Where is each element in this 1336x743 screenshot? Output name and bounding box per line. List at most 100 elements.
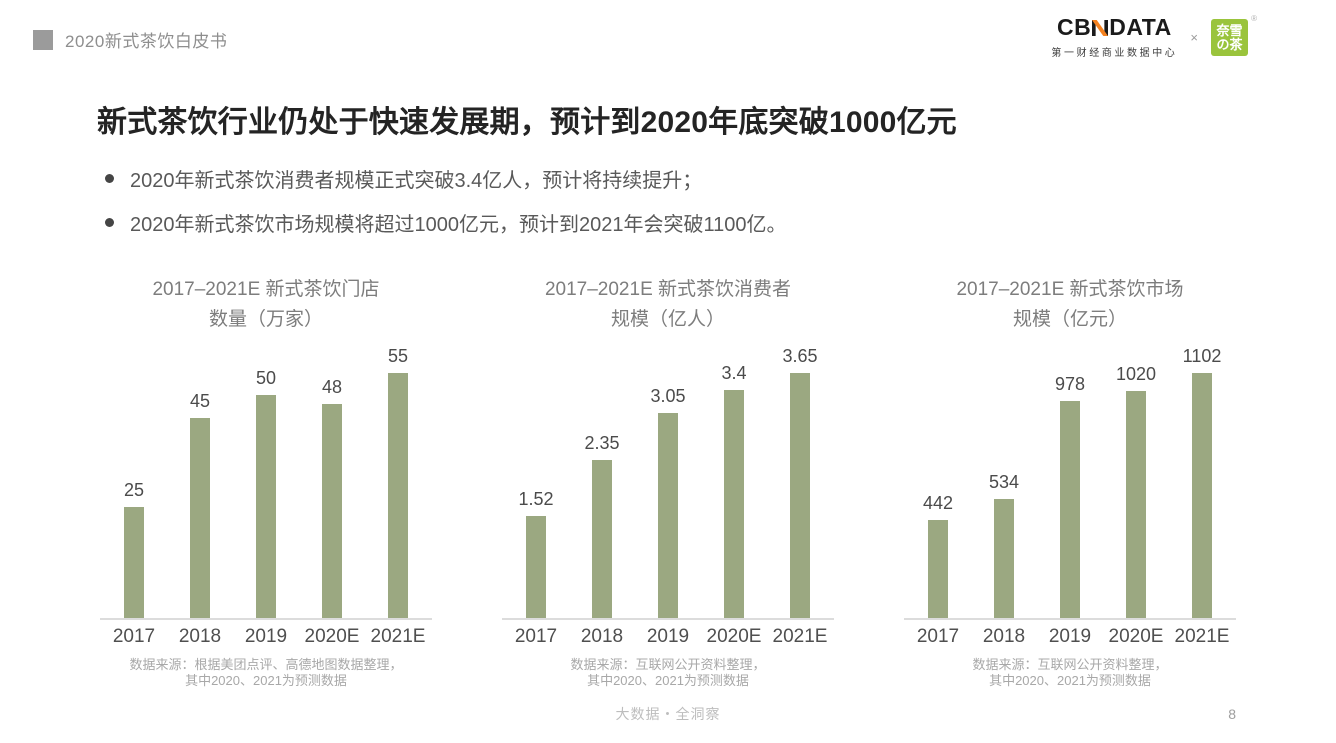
bar xyxy=(658,413,678,618)
x-axis-label: 2018 xyxy=(580,626,624,647)
bar xyxy=(1060,401,1080,618)
bar-value-label: 48 xyxy=(321,377,343,397)
bar-value-label: 534 xyxy=(988,472,1020,492)
bullet-dot-icon xyxy=(105,173,114,183)
chart-plot-area: 25 45 50 48 55 xyxy=(100,335,432,618)
chart-title: 2017–2021E 新式茶饮消费者 规模（亿人） xyxy=(502,270,834,335)
x-axis-label: 2021E xyxy=(370,626,426,647)
chart-source-note: 数据来源：互联网公开资料整理， 其中2020、2021为预测数据 xyxy=(502,657,834,689)
x-axis-label: 2017 xyxy=(916,626,960,647)
bar-value-label: 978 xyxy=(1054,374,1086,394)
chart-column: 442 xyxy=(905,492,971,618)
chart-plot-area: 1.52 2.35 3.05 3.4 3.65 xyxy=(502,335,834,618)
chart-column: 3.65 xyxy=(767,345,833,618)
x-axis-label: 2018 xyxy=(178,626,222,647)
chart-source-line1: 数据来源：根据美团点评、高德地图数据整理， xyxy=(129,657,403,672)
top-bar: 2020新式茶饮白皮书 CB DATA 第一财经商业数据中心 × 奈雪 xyxy=(33,14,1257,59)
cbndata-prefix: CB xyxy=(1057,14,1092,40)
chart-source-line2: 其中2020、2021为预测数据 xyxy=(587,673,749,688)
footer-slogan: 大数据・全洞察 xyxy=(615,706,721,722)
chart-column: 534 xyxy=(971,471,1037,618)
bar xyxy=(592,460,612,618)
chart-consumer-scale: 2017–2021E 新式茶饮消费者 规模（亿人） 1.52 2.35 3.05 3.… xyxy=(502,270,834,689)
cbndata-suffix: DATA xyxy=(1109,14,1172,40)
bar-value-label: 25 xyxy=(123,480,145,500)
x-axis-label: 2020E xyxy=(1108,626,1164,647)
x-axis-label: 2018 xyxy=(982,626,1026,647)
chart-column: 1020 xyxy=(1103,363,1169,618)
bar xyxy=(526,516,546,618)
bar xyxy=(322,404,342,618)
x-axis-label: 2021E xyxy=(1174,626,1230,647)
cbndata-wordmark: CB DATA xyxy=(1057,16,1172,39)
chart-column: 25 xyxy=(101,479,167,618)
x-axis-label: 2017 xyxy=(112,626,156,647)
chart-plot-area: 442 534 978 1020 1102 xyxy=(904,335,1236,618)
document-title: 2020新式茶饮白皮书 xyxy=(65,32,228,51)
charts-row: 2017–2021E 新式茶饮门店 数量（万家） 25 45 50 48 55 2017… xyxy=(100,270,1236,689)
bar xyxy=(928,520,948,618)
chart-column: 2.35 xyxy=(569,432,635,618)
cbndata-tagline: 第一财经商业数据中心 xyxy=(1051,48,1178,59)
chart-title-line2: 数量（万家） xyxy=(208,309,323,330)
chart-x-axis-line xyxy=(502,618,834,620)
bar-value-label: 1020 xyxy=(1115,364,1157,384)
chart-column: 45 xyxy=(167,390,233,618)
bar-value-label: 442 xyxy=(922,493,954,513)
bar xyxy=(388,373,408,618)
bullet-item: 2020年新式茶饮市场规模将超过1000亿元，预计到2021年会突破1100亿。 xyxy=(105,211,786,236)
chart-title: 2017–2021E 新式茶饮门店 数量（万家） xyxy=(100,270,432,335)
bar-value-label: 1102 xyxy=(1182,346,1222,366)
logo-cluster: CB DATA 第一财经商业数据中心 × 奈雪 の茶 ® xyxy=(1051,14,1257,59)
bar-value-label: 3.4 xyxy=(721,363,747,383)
naixue-logo-line2: の茶 xyxy=(1216,36,1243,52)
chart-column: 48 xyxy=(299,376,365,618)
bullet-list: 2020年新式茶饮消费者规模正式突破3.4亿人，预计将持续提升； 2020年新式… xyxy=(105,167,786,255)
document-badge: 2020新式茶饮白皮书 xyxy=(33,27,227,52)
chart-column: 1102 xyxy=(1169,345,1235,618)
bullet-dot-icon xyxy=(105,217,114,227)
chart-x-labels: 2017 2018 2019 2020E 2021E xyxy=(502,626,834,648)
x-axis-label: 2021E xyxy=(772,626,828,647)
bar xyxy=(256,395,276,618)
bar xyxy=(124,507,144,618)
bullet-text: 2020年新式茶饮消费者规模正式突破3.4亿人，预计将持续提升； xyxy=(130,169,703,192)
bar-value-label: 45 xyxy=(189,391,211,411)
cbndata-n-icon xyxy=(1092,19,1109,36)
x-axis-label: 2019 xyxy=(646,626,690,647)
x-axis-label: 2019 xyxy=(244,626,288,647)
registered-trademark-icon: ® xyxy=(1251,14,1257,23)
bar-value-label: 1.52 xyxy=(518,489,554,509)
chart-column: 3.4 xyxy=(701,362,767,618)
bullet-item: 2020年新式茶饮消费者规模正式突破3.4亿人，预计将持续提升； xyxy=(105,167,786,192)
bar-value-label: 50 xyxy=(255,368,277,388)
page-number: 8 xyxy=(1228,706,1236,722)
logo-separator-x: × xyxy=(1190,30,1198,45)
chart-title-line1: 2017–2021E 新式茶饮消费者 xyxy=(544,279,792,300)
chart-source-line2: 其中2020、2021为预测数据 xyxy=(185,673,347,688)
chart-store-count: 2017–2021E 新式茶饮门店 数量（万家） 25 45 50 48 55 2017… xyxy=(100,270,432,689)
bar xyxy=(994,499,1014,618)
chart-column: 1.52 xyxy=(503,488,569,618)
chart-title: 2017–2021E 新式茶饮市场 规模（亿元） xyxy=(904,270,1236,335)
chart-source-note: 数据来源：根据美团点评、高德地图数据整理， 其中2020、2021为预测数据 xyxy=(100,657,432,689)
naixue-logo: 奈雪 の茶 xyxy=(1211,19,1248,56)
bar xyxy=(790,373,810,618)
chart-source-line2: 其中2020、2021为预测数据 xyxy=(989,673,1151,688)
bar-value-label: 2.35 xyxy=(584,433,620,453)
bar xyxy=(190,418,210,618)
chart-x-labels: 2017 2018 2019 2020E 2021E xyxy=(904,626,1236,648)
chart-title-line1: 2017–2021E 新式茶饮门店 xyxy=(152,279,380,300)
chart-column: 55 xyxy=(365,345,431,618)
chart-source-note: 数据来源：互联网公开资料整理， 其中2020、2021为预测数据 xyxy=(904,657,1236,689)
chart-x-axis-line xyxy=(100,618,432,620)
page-title: 新式茶饮行业仍处于快速发展期，预计到2020年底突破1000亿元 xyxy=(97,106,957,139)
chart-x-axis-line xyxy=(904,618,1236,620)
x-axis-label: 2020E xyxy=(706,626,762,647)
chart-column: 50 xyxy=(233,367,299,618)
bar-value-label: 55 xyxy=(387,346,409,366)
x-axis-label: 2020E xyxy=(304,626,360,647)
chart-column: 3.05 xyxy=(635,385,701,618)
chart-x-labels: 2017 2018 2019 2020E 2021E xyxy=(100,626,432,648)
chart-title-line2: 规模（亿元） xyxy=(1012,309,1127,330)
